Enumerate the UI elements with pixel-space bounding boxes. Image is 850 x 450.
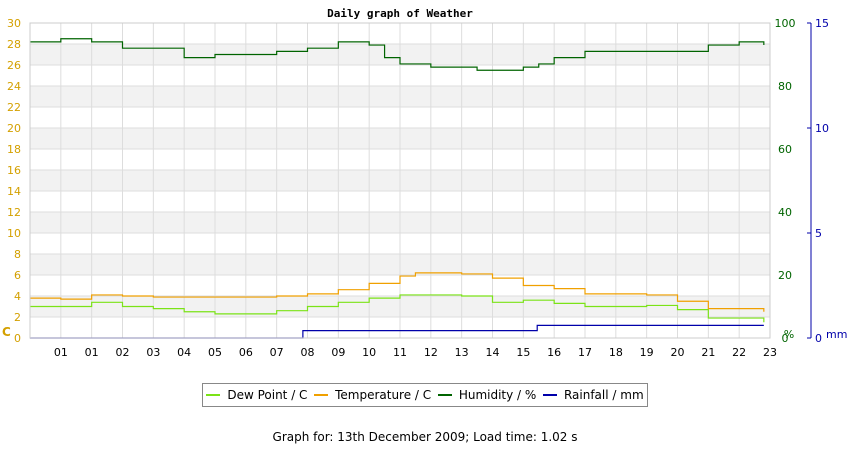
legend-item-dew-point: Dew Point / C (206, 388, 307, 402)
x-axis-tick-label: 15 (516, 346, 530, 359)
left-axis-tick-label: 2 (14, 311, 21, 324)
left-axis-tick-label: 4 (14, 290, 21, 303)
x-axis-tick-label: 16 (547, 346, 561, 359)
left-axis-tick-label: 8 (14, 248, 21, 261)
x-axis-tick-label: 14 (486, 346, 500, 359)
x-axis-tick-label: 23 (763, 346, 777, 359)
x-axis-tick-label: 21 (701, 346, 715, 359)
x-axis-tick-label: 13 (455, 346, 469, 359)
left-axis-tick-label: 22 (7, 101, 21, 114)
series-line-temperature (30, 272, 765, 312)
x-axis-tick-label: 22 (732, 346, 746, 359)
right-axis-percent-tick-label: 100 (775, 17, 796, 30)
left-axis-tick-label: 10 (7, 227, 21, 240)
legend-swatch-dew-point (206, 394, 221, 396)
right-axis-percent-tick-label: 40 (778, 206, 792, 219)
left-axis-tick-label: 0 (14, 332, 21, 345)
right-axis-mm-tick-label: 15 (815, 17, 829, 30)
left-axis-tick-label: 16 (7, 164, 21, 177)
x-axis-tick-label: 12 (424, 346, 438, 359)
x-axis-tick-label: 17 (578, 346, 592, 359)
x-axis-tick-label: 02 (116, 346, 130, 359)
left-axis-unit: C (2, 325, 11, 339)
legend-label-rainfall: Rainfall / mm (563, 388, 644, 402)
right-axis-mm-tick-label: 10 (815, 122, 829, 135)
chart-title: Daily graph of Weather (327, 7, 473, 20)
legend-swatch-temperature (314, 394, 329, 396)
left-axis-tick-label: 6 (14, 269, 21, 282)
x-axis-tick-label: 08 (301, 346, 315, 359)
legend-item-temperature: Temperature / C (314, 388, 431, 402)
x-axis-tick-label: 01 (85, 346, 99, 359)
legend-swatch-humidity (437, 394, 452, 396)
legend-label-temperature: Temperature / C (335, 388, 432, 402)
left-axis-tick-label: 28 (7, 38, 21, 51)
right-axis-percent-tick-label: 20 (778, 269, 792, 282)
x-axis-tick-label: 18 (609, 346, 623, 359)
right-axis-percent-tick-label: 60 (778, 143, 792, 156)
x-axis-tick-label: 05 (208, 346, 222, 359)
chart-legend: Dew Point / C Temperature / C Humidity /… (202, 383, 648, 407)
plot-frame (29, 22, 771, 339)
x-axis-tick-label: 07 (270, 346, 284, 359)
left-axis-tick-label: 30 (7, 17, 21, 30)
legend-item-rainfall: Rainfall / mm (542, 388, 644, 402)
right-axis-percent-unit: % (784, 328, 794, 341)
footer-text: Graph for: 13th December 2009; Load time… (272, 430, 578, 444)
legend-label-dew-point: Dew Point / C (227, 388, 308, 402)
series-line-dew-point (30, 294, 765, 323)
right-axis-mm-tick-label: 0 (815, 332, 822, 345)
left-axis-tick-label: 24 (7, 80, 21, 93)
series-line-humidity (30, 38, 765, 71)
x-axis-tick-label: 11 (393, 346, 407, 359)
x-axis-tick-label: 09 (331, 346, 345, 359)
x-axis-tick-label: 03 (146, 346, 160, 359)
weather-chart: Daily graph of Weather024681012141618202… (2, 7, 847, 359)
x-axis-tick-label: 06 (239, 346, 253, 359)
right-axis-percent-tick-label: 0 (782, 332, 789, 345)
x-axis-tick-label: 10 (362, 346, 376, 359)
left-axis-tick-label: 26 (7, 59, 21, 72)
left-axis-tick-label: 12 (7, 206, 21, 219)
legend-swatch-rainfall (542, 394, 557, 396)
left-axis-tick-label: 20 (7, 122, 21, 135)
left-axis-tick-label: 18 (7, 143, 21, 156)
left-axis-tick-label: 14 (7, 185, 21, 198)
x-axis-tick-label: 04 (177, 346, 191, 359)
legend-item-humidity: Humidity / % (437, 388, 537, 402)
x-axis-tick-label: 19 (640, 346, 654, 359)
right-axis-mm-unit: mm (826, 328, 847, 341)
right-axis-mm-tick-label: 5 (815, 227, 822, 240)
right-axis-percent-tick-label: 80 (778, 80, 792, 93)
x-axis-tick-label: 20 (671, 346, 685, 359)
legend-label-humidity: Humidity / % (458, 388, 537, 402)
x-axis-tick-label: 01 (54, 346, 68, 359)
